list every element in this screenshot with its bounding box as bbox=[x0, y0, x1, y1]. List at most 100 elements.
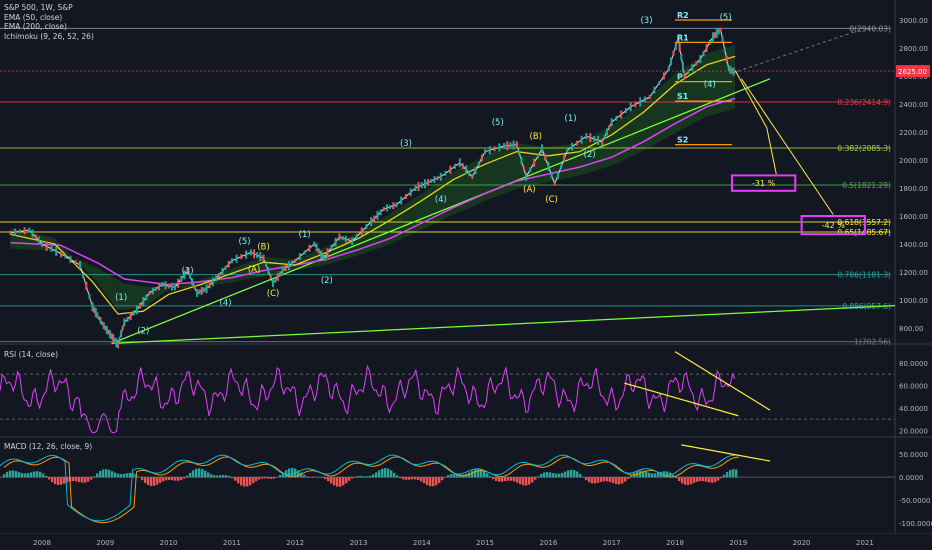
macd-bar bbox=[432, 477, 435, 487]
macd-tick-label: 0.0000 bbox=[899, 474, 924, 482]
candle bbox=[279, 271, 282, 277]
macd-bar bbox=[627, 477, 630, 479]
candle bbox=[198, 289, 201, 295]
macd-bar bbox=[66, 477, 69, 483]
macd-bar bbox=[183, 477, 186, 479]
macd-bar bbox=[495, 477, 498, 481]
candle bbox=[189, 274, 191, 279]
candle bbox=[64, 254, 67, 259]
macd-bar bbox=[714, 477, 717, 483]
candle bbox=[308, 244, 311, 252]
candle bbox=[575, 140, 578, 146]
candle bbox=[221, 267, 224, 275]
legend-ichimoku[interactable]: Ichimoku (9, 26, 52, 26) bbox=[4, 31, 94, 41]
macd-bar bbox=[630, 475, 633, 478]
macd-bar bbox=[477, 468, 480, 478]
candle bbox=[729, 65, 732, 74]
rsi-title[interactable]: RSI (14, close) bbox=[4, 350, 59, 359]
candle bbox=[245, 250, 248, 259]
candle bbox=[522, 166, 525, 171]
macd-bar bbox=[540, 473, 543, 478]
price-tick-label: 2800.00 bbox=[899, 45, 928, 53]
candle bbox=[520, 157, 523, 165]
candle bbox=[276, 272, 279, 281]
ema200-line bbox=[10, 97, 736, 286]
candle bbox=[727, 66, 730, 72]
candle bbox=[112, 334, 115, 343]
macd-bar bbox=[84, 477, 87, 483]
macd-bar bbox=[639, 470, 642, 478]
candle bbox=[41, 241, 43, 247]
candle bbox=[537, 153, 540, 159]
candle bbox=[683, 72, 686, 80]
macd-bar bbox=[126, 473, 129, 478]
wave-label: (5) bbox=[492, 118, 504, 128]
macd-bar bbox=[693, 477, 696, 483]
fib-label: 0.382(2085.3) bbox=[837, 144, 891, 153]
macd-bar bbox=[36, 471, 39, 478]
macd-bar bbox=[312, 477, 315, 478]
candle bbox=[85, 282, 88, 290]
candle bbox=[129, 312, 132, 321]
macd-bar bbox=[642, 470, 645, 478]
pivot-label: S1 bbox=[677, 92, 689, 101]
macd-bar bbox=[687, 477, 690, 485]
legend-ema200[interactable]: EMA (200, close) bbox=[4, 22, 67, 31]
macd-bar bbox=[393, 472, 396, 478]
macd-bar bbox=[561, 472, 564, 478]
candle bbox=[74, 260, 77, 265]
candle bbox=[376, 210, 379, 220]
macd-bar bbox=[174, 477, 177, 481]
macd-bar bbox=[603, 477, 606, 482]
fib-label: 0(2940.03) bbox=[849, 24, 891, 33]
macd-bar bbox=[606, 477, 609, 482]
time-tick-label: 2011 bbox=[223, 539, 241, 547]
macd-bar bbox=[204, 470, 207, 478]
macd-bar bbox=[480, 469, 483, 478]
macd-bar bbox=[300, 472, 303, 478]
macd-bar bbox=[456, 474, 459, 478]
macd-bar bbox=[75, 477, 78, 482]
candle bbox=[281, 266, 284, 276]
macd-bar bbox=[15, 471, 18, 478]
target-label: -42 % bbox=[822, 221, 846, 230]
candle bbox=[498, 143, 501, 152]
macd-bar bbox=[531, 477, 534, 483]
candle bbox=[230, 258, 233, 264]
price-tick-label: 1000.00 bbox=[899, 297, 928, 305]
macd-bar bbox=[402, 477, 405, 480]
candle bbox=[601, 138, 604, 146]
candle bbox=[105, 326, 108, 335]
macd-bar bbox=[258, 477, 261, 480]
candle bbox=[493, 146, 496, 152]
candle bbox=[9, 230, 12, 235]
candle bbox=[28, 227, 31, 233]
candle bbox=[427, 178, 430, 186]
candle bbox=[355, 233, 358, 239]
macd-bar bbox=[558, 473, 561, 478]
candle bbox=[705, 44, 708, 52]
macd-title[interactable]: MACD (12, 26, close, 9) bbox=[4, 442, 93, 451]
time-tick-label: 2014 bbox=[413, 539, 431, 547]
wave-label: (A) bbox=[523, 185, 535, 195]
macd-bar bbox=[195, 468, 198, 478]
wave-label: (5) bbox=[239, 237, 251, 247]
candle bbox=[326, 248, 329, 258]
candle bbox=[227, 260, 230, 268]
macd-bar bbox=[585, 477, 588, 481]
candle bbox=[544, 154, 547, 161]
candle bbox=[253, 249, 256, 259]
candle bbox=[365, 224, 368, 229]
candle bbox=[110, 333, 113, 340]
macd-tick-label: -100.0000 bbox=[899, 520, 932, 528]
candle bbox=[104, 325, 107, 331]
rsi-line bbox=[0, 364, 736, 434]
candle bbox=[82, 273, 85, 278]
macd-bar bbox=[387, 468, 390, 478]
candle bbox=[256, 252, 259, 259]
candle bbox=[115, 338, 118, 348]
macd-bar bbox=[486, 473, 489, 478]
legend-ema50[interactable]: EMA (50, close) bbox=[4, 12, 63, 22]
candle bbox=[550, 172, 553, 178]
